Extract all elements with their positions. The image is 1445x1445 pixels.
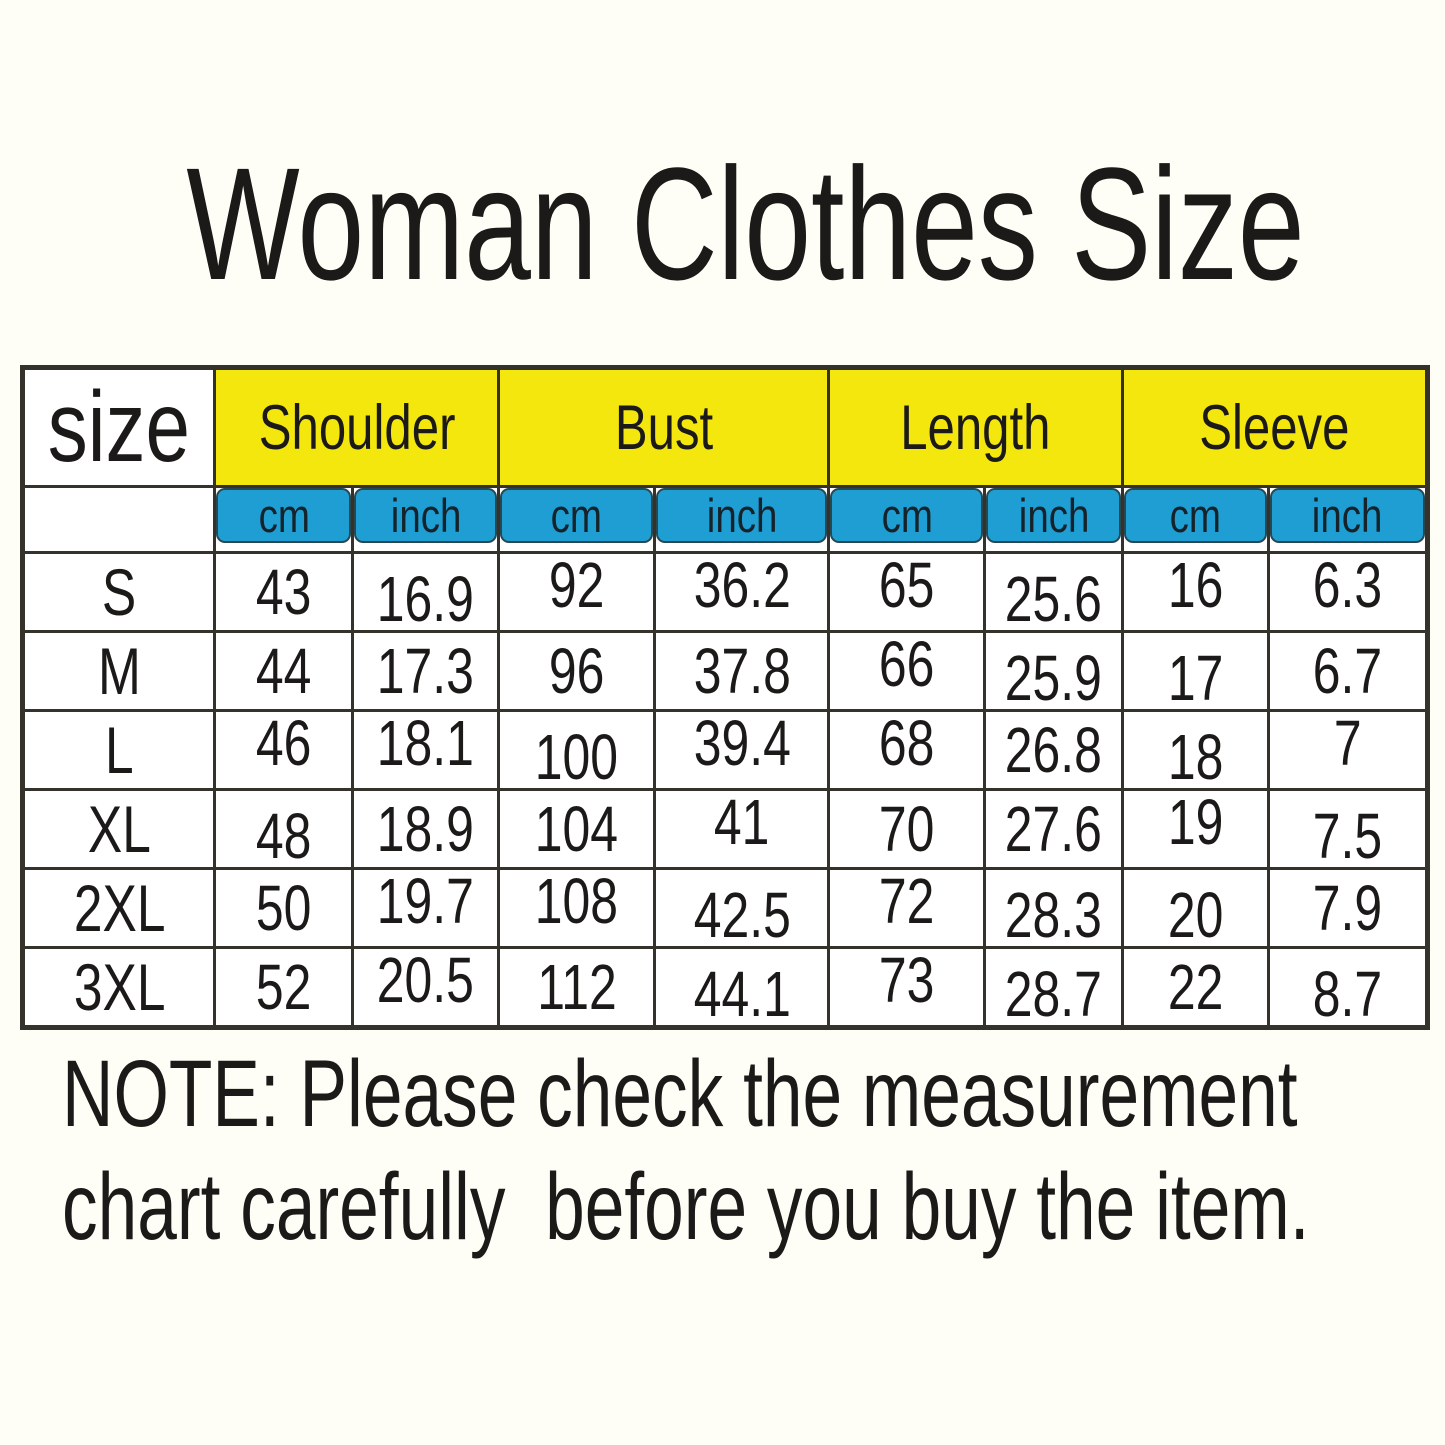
value-cell: 8.7 xyxy=(1267,946,1429,1029)
value-cell: 18.9 xyxy=(351,788,501,870)
value-cell: 44.1 xyxy=(653,946,831,1029)
table-row-2xl: 2XL 50 19.7 108 42.5 72 28.3 20 7.9 xyxy=(20,867,1429,949)
table-row-xl: XL 48 18.9 104 41 70 27.6 19 7.5 xyxy=(20,788,1429,870)
size-label-cell: 3XL xyxy=(20,946,217,1029)
value-cell: 16 xyxy=(1121,551,1271,633)
value-cell: 28.3 xyxy=(983,867,1125,949)
value-cell: 112 xyxy=(497,946,657,1029)
value-cell: 19 xyxy=(1121,788,1271,870)
unit-header-length-inch: inch xyxy=(983,485,1125,554)
value-cell: 20 xyxy=(1121,867,1271,949)
value-cell: 20.5 xyxy=(351,946,501,1029)
value-cell: 7 xyxy=(1267,709,1429,791)
value-cell: 6.3 xyxy=(1267,551,1429,633)
value-cell: 17.3 xyxy=(351,630,501,712)
group-header-sleeve: Sleeve xyxy=(1121,366,1429,488)
unit-header-sleeve-inch: inch xyxy=(1267,485,1429,554)
unit-header-shoulder-inch: inch xyxy=(351,485,501,554)
value-cell: 41 xyxy=(653,788,831,870)
value-cell: 25.9 xyxy=(983,630,1125,712)
value-cell: 17 xyxy=(1121,630,1271,712)
unit-badge: cm xyxy=(831,489,982,543)
unit-badge: inch xyxy=(355,489,496,543)
value-cell: 36.2 xyxy=(653,551,831,633)
value-cell: 39.4 xyxy=(653,709,831,791)
unit-badge: cm xyxy=(1125,489,1266,543)
value-cell: 96 xyxy=(497,630,657,712)
note-line-2: chart carefully before you buy the item. xyxy=(62,1154,1310,1260)
value-cell: 48 xyxy=(213,788,355,870)
table-row-s: S 43 16.9 92 36.2 65 25.6 16 6.3 xyxy=(20,551,1429,633)
value-cell: 37.8 xyxy=(653,630,831,712)
value-cell: 65 xyxy=(827,551,987,633)
value-cell: 18.1 xyxy=(351,709,501,791)
units-row: cm inch cm inch cm inch cm inch xyxy=(20,485,1429,554)
unit-header-shoulder-cm: cm xyxy=(213,485,355,554)
unit-badge: cm xyxy=(217,489,350,543)
value-cell: 100 xyxy=(497,709,657,791)
unit-header-bust-inch: inch xyxy=(653,485,831,554)
value-cell: 28.7 xyxy=(983,946,1125,1029)
header-row: size Shoulder Bust Length Sleeve xyxy=(20,366,1429,488)
group-header-length: Length xyxy=(827,366,1125,488)
size-label-cell: L xyxy=(20,709,217,791)
value-cell: 44 xyxy=(213,630,355,712)
table-row-m: M 44 17.3 96 37.8 66 25.9 17 6.7 xyxy=(20,630,1429,712)
value-cell: 25.6 xyxy=(983,551,1125,633)
value-cell: 27.6 xyxy=(983,788,1125,870)
note-text: NOTE: Please check the measurement chart… xyxy=(62,1038,1392,1264)
unit-header-sleeve-cm: cm xyxy=(1121,485,1271,554)
value-cell: 52 xyxy=(213,946,355,1029)
unit-header-bust-cm: cm xyxy=(497,485,657,554)
size-table: size Shoulder Bust Length Sleeve cm inch… xyxy=(20,365,1430,1030)
value-cell: 16.9 xyxy=(351,551,501,633)
value-cell: 43 xyxy=(213,551,355,633)
value-cell: 46 xyxy=(213,709,355,791)
value-cell: 66 xyxy=(827,630,987,712)
page-title: Woman Clothes Size xyxy=(186,134,1305,313)
value-cell: 42.5 xyxy=(653,867,831,949)
unit-badge: inch xyxy=(1271,489,1425,543)
value-cell: 50 xyxy=(213,867,355,949)
unit-badge: inch xyxy=(657,489,826,543)
size-label-cell: 2XL xyxy=(20,867,217,949)
unit-badge: cm xyxy=(501,489,652,543)
group-header-shoulder: Shoulder xyxy=(213,366,501,488)
value-cell: 26.8 xyxy=(983,709,1125,791)
value-cell: 7.5 xyxy=(1267,788,1429,870)
value-cell: 108 xyxy=(497,867,657,949)
table-row-3xl: 3XL 52 20.5 112 44.1 73 28.7 22 8.7 xyxy=(20,946,1429,1029)
value-cell: 19.7 xyxy=(351,867,501,949)
value-cell: 18 xyxy=(1121,709,1271,791)
size-column-subheader xyxy=(20,485,217,554)
value-cell: 104 xyxy=(497,788,657,870)
value-cell: 73 xyxy=(827,946,987,1029)
unit-header-length-cm: cm xyxy=(827,485,987,554)
size-label-cell: XL xyxy=(20,788,217,870)
value-cell: 22 xyxy=(1121,946,1271,1029)
value-cell: 70 xyxy=(827,788,987,870)
value-cell: 72 xyxy=(827,867,987,949)
value-cell: 68 xyxy=(827,709,987,791)
group-header-bust: Bust xyxy=(497,366,831,488)
value-cell: 92 xyxy=(497,551,657,633)
table-row-l: L 46 18.1 100 39.4 68 26.8 18 7 xyxy=(20,709,1429,791)
value-cell: 6.7 xyxy=(1267,630,1429,712)
size-label-cell: M xyxy=(20,630,217,712)
size-column-header: size xyxy=(20,366,217,488)
unit-badge: inch xyxy=(987,489,1120,543)
size-label-cell: S xyxy=(20,551,217,633)
note-line-1: NOTE: Please check the measurement xyxy=(62,1041,1298,1147)
value-cell: 7.9 xyxy=(1267,867,1429,949)
